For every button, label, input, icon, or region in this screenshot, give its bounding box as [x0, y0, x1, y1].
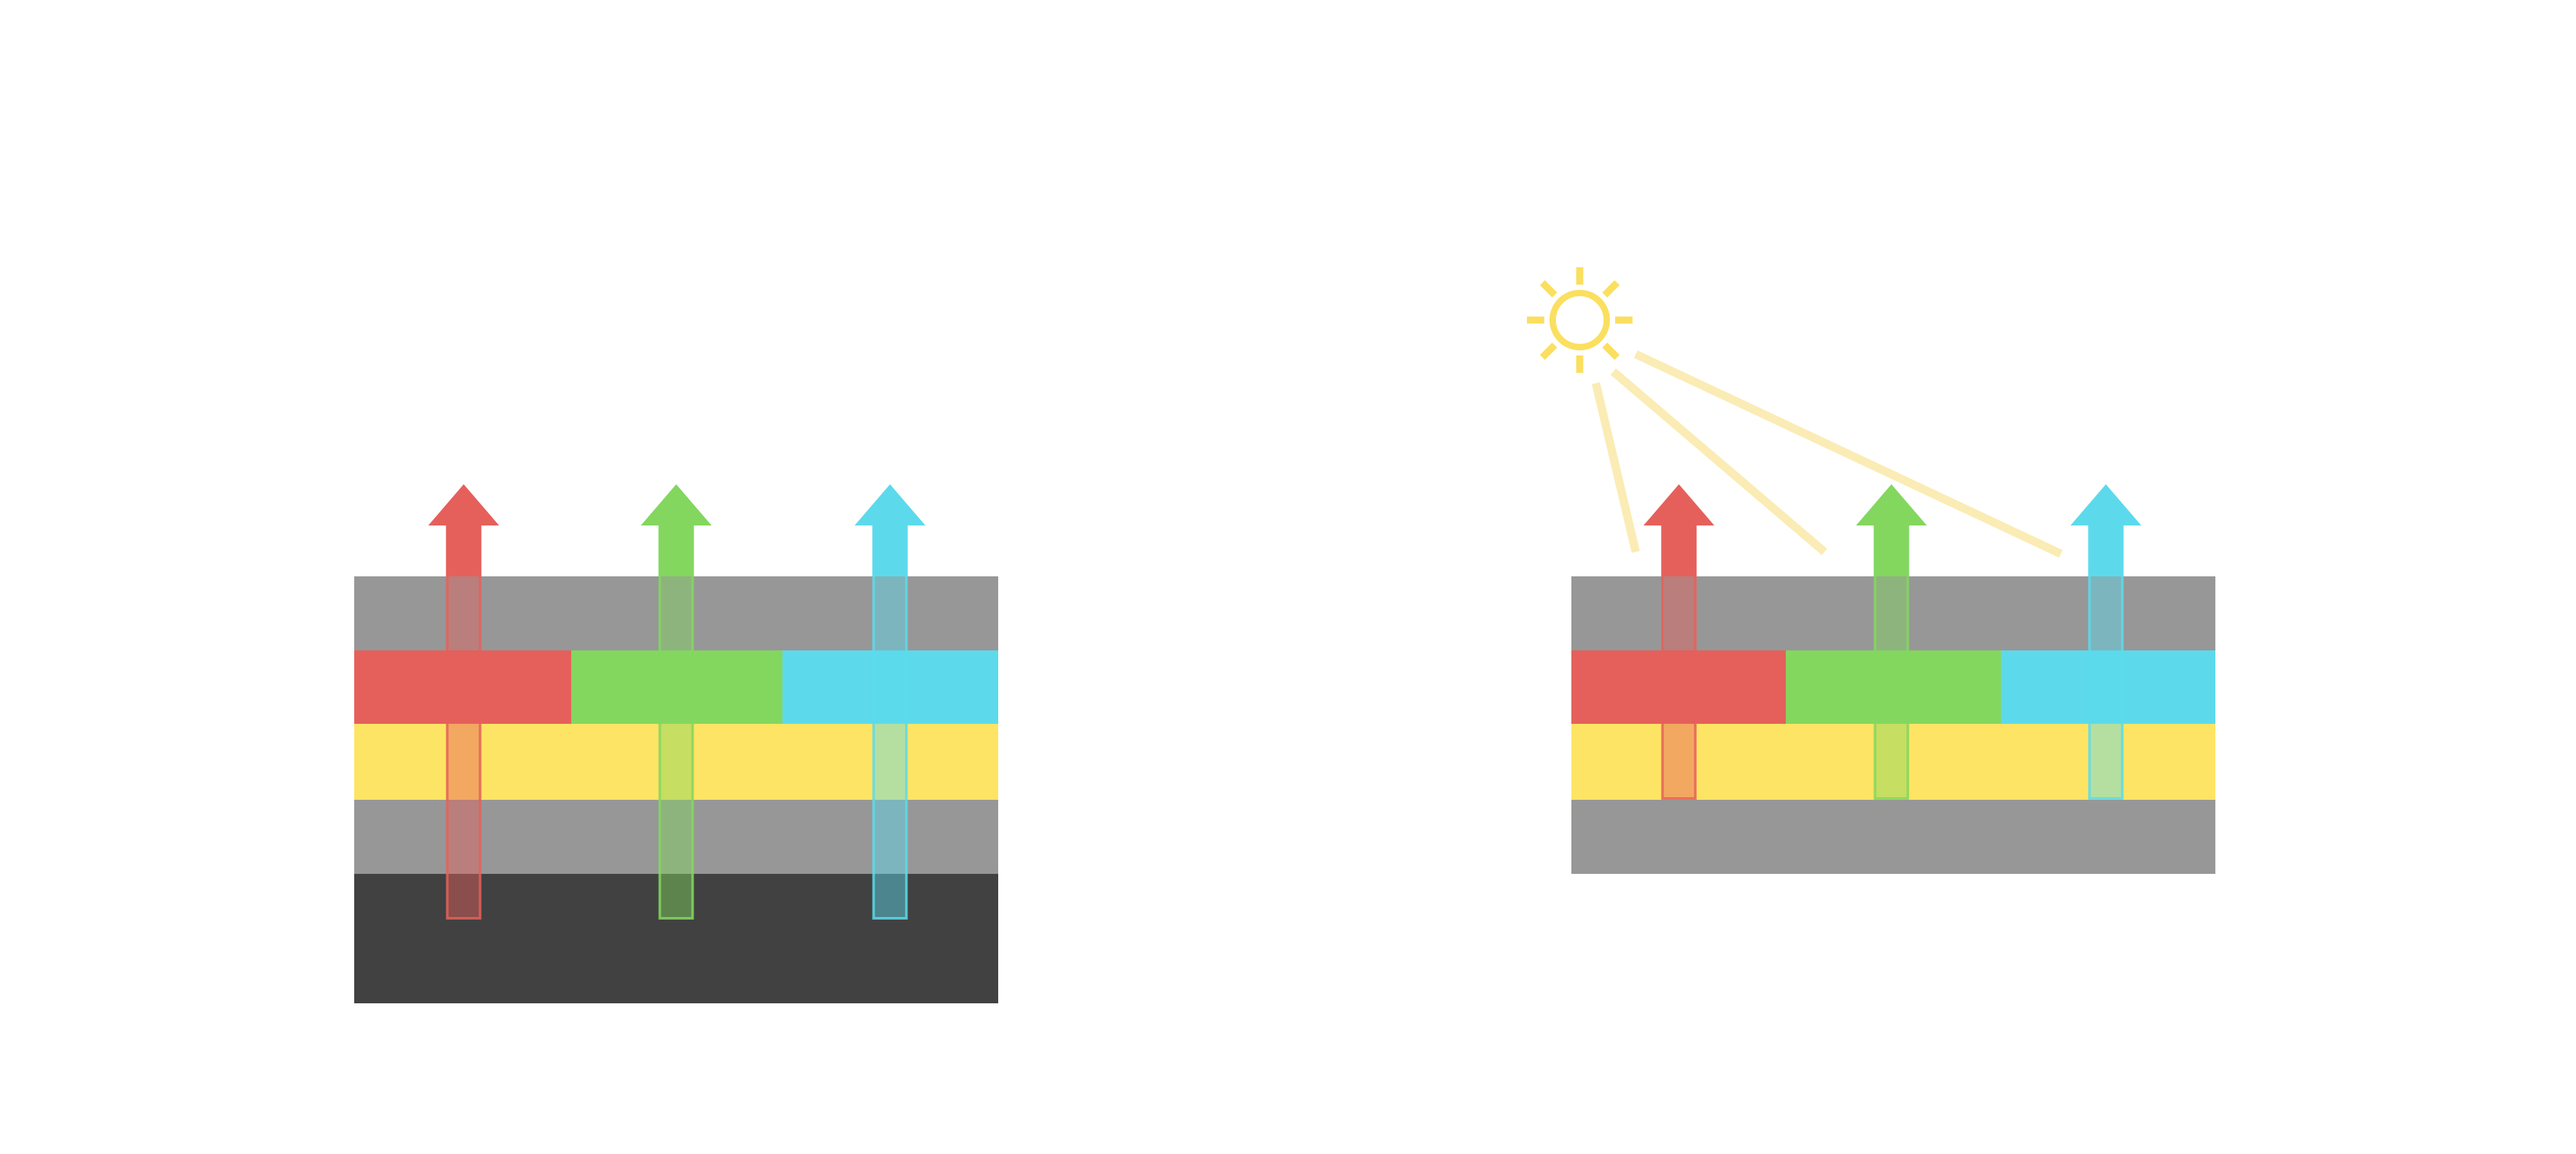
green-light-arrow-shaft-through-layers: [658, 576, 694, 920]
green-subpixel: [571, 650, 782, 724]
red-light-arrow-shaft-through-layers: [1661, 576, 1697, 800]
sun-ring: [1549, 290, 1610, 350]
blue-light-arrow-head: [2070, 484, 2141, 576]
green-light-arrow-head: [1856, 484, 1927, 576]
red-light-arrow-head: [1643, 484, 1714, 576]
sun-spoke: [1540, 280, 1557, 298]
emissive-display-stack: [354, 484, 998, 1003]
red-light-arrow-head: [428, 484, 499, 576]
yellow-layer: [354, 724, 998, 800]
reflective-display-stack: [1527, 267, 2215, 874]
blue-light-arrow-shaft-through-layers: [2088, 576, 2124, 800]
red-light-arrow: [428, 484, 499, 920]
blue-subpixel: [2001, 650, 2215, 724]
green-light-arrow: [641, 484, 712, 920]
blue-light-arrow-shaft-through-layers: [872, 576, 908, 920]
sun-ray-right: [1634, 350, 2063, 558]
sun-spoke: [1602, 343, 1620, 360]
top-gray-layer: [354, 576, 998, 650]
lower-gray-layer: [1571, 800, 2215, 874]
red-subpixel: [354, 650, 571, 724]
green-light-arrow: [1856, 484, 1927, 800]
blue-light-arrow-head: [855, 484, 925, 576]
lower-gray-layer: [354, 800, 998, 874]
blue-light-arrow: [855, 484, 925, 920]
top-gray-layer: [1571, 576, 2215, 650]
sun-ray-middle: [1610, 368, 1828, 555]
reflective-display-stack-layers: [1571, 576, 2215, 874]
yellow-layer: [1571, 724, 2215, 800]
sun-spoke: [1602, 280, 1620, 298]
sun-icon: [1527, 267, 1633, 373]
red-subpixel: [1571, 650, 1786, 724]
emissive-display-stack-layers: [354, 576, 998, 1003]
green-light-arrow-shaft-through-layers: [1873, 576, 1909, 800]
dark-backlight-layer: [354, 874, 998, 1003]
blue-subpixel: [782, 650, 998, 724]
green-light-arrow-head: [641, 484, 712, 576]
sun-rays: [1591, 350, 2063, 558]
sun-spoke: [1540, 343, 1557, 360]
red-light-arrow-shaft-through-layers: [446, 576, 482, 920]
green-subpixel: [1786, 650, 2001, 724]
blue-light-arrow: [2070, 484, 2141, 800]
sun-ray-left: [1591, 382, 1640, 553]
red-light-arrow: [1643, 484, 1714, 800]
